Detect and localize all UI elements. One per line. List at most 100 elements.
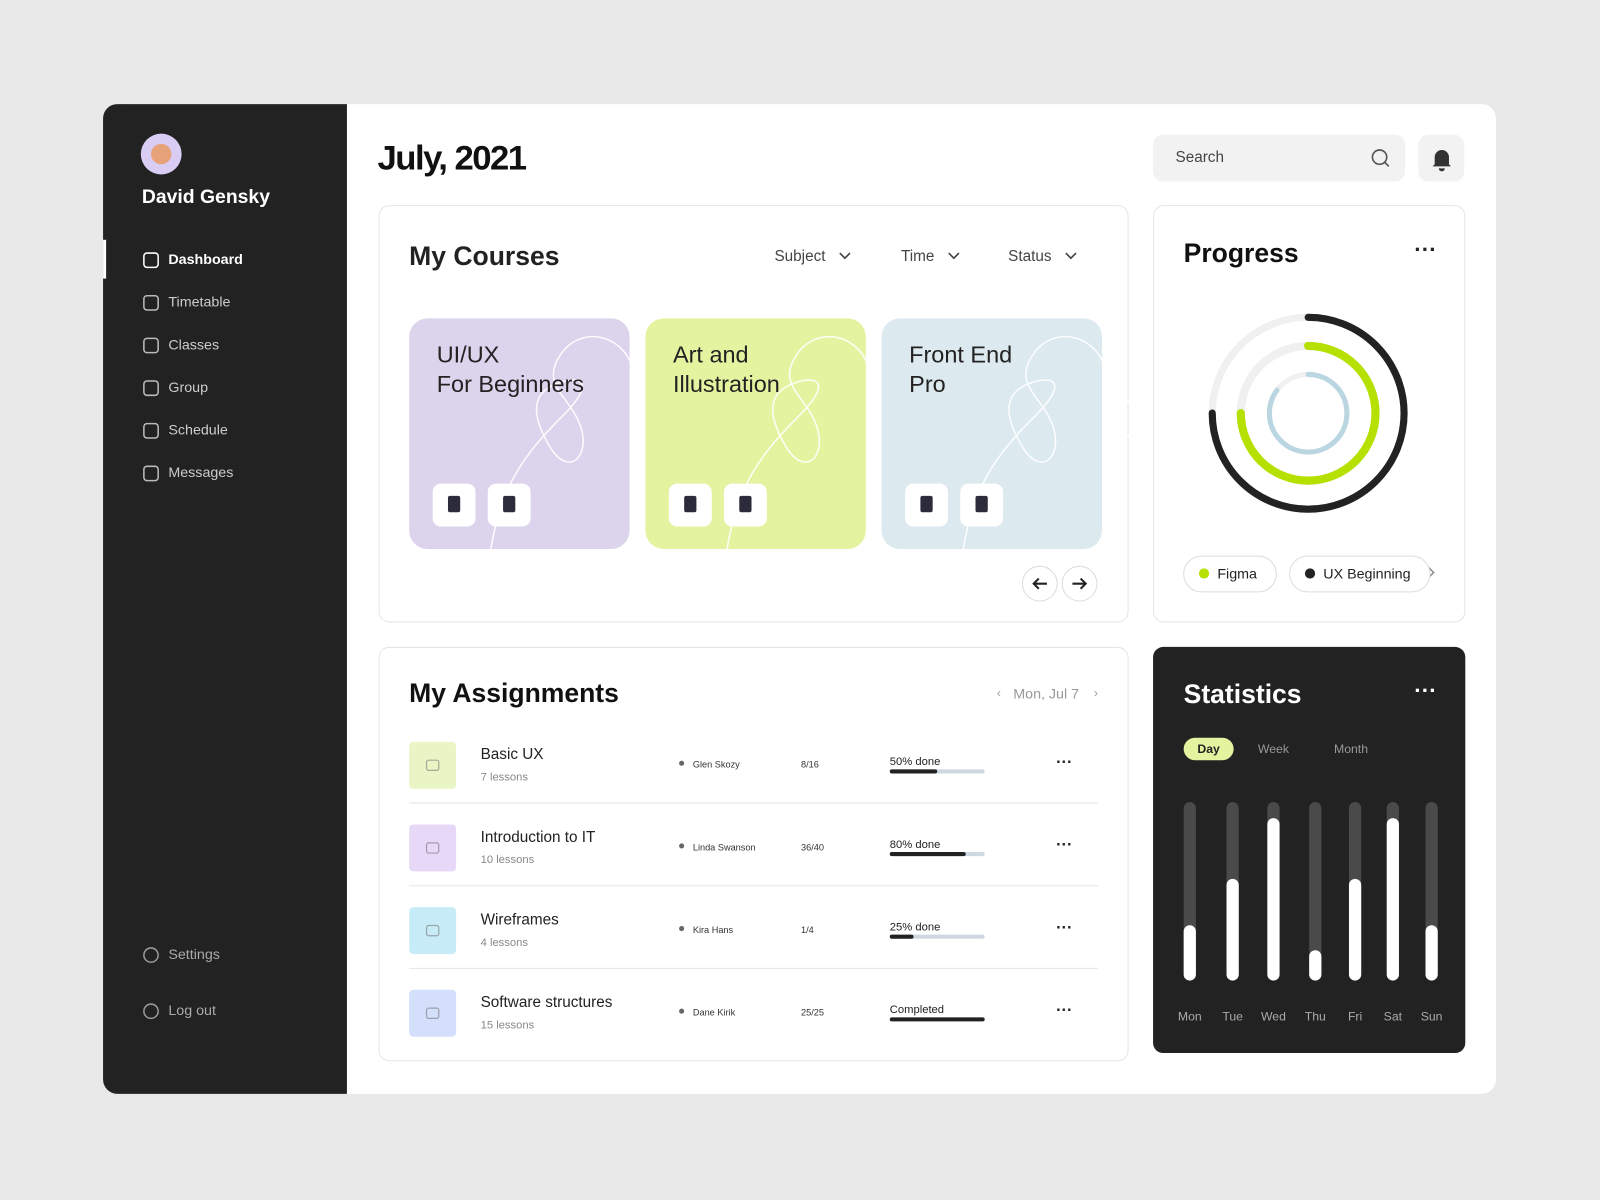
x-tick-label: Sat bbox=[1384, 1010, 1403, 1024]
mentor-name: Dane Kirik bbox=[693, 1008, 736, 1018]
card-action-icon bbox=[920, 495, 933, 513]
user-name: David Gensky bbox=[142, 186, 270, 208]
progress-fill bbox=[889, 934, 914, 939]
progress-track bbox=[889, 934, 985, 939]
search-box[interactable] bbox=[1153, 134, 1406, 182]
card-decoration bbox=[490, 335, 665, 550]
assignment-icon bbox=[409, 741, 457, 789]
stats-tab[interactable]: Week bbox=[1258, 742, 1290, 756]
bar-track bbox=[1309, 802, 1322, 981]
date-next[interactable]: › bbox=[1094, 686, 1098, 700]
nav-icon bbox=[143, 294, 159, 311]
nav-icon bbox=[143, 380, 159, 397]
mentor-name: Kira Hans bbox=[693, 925, 734, 935]
assignment-icon bbox=[409, 989, 457, 1037]
card-action-icon bbox=[447, 495, 461, 513]
mentor-icon bbox=[679, 926, 685, 932]
x-tick-label: Tue bbox=[1222, 1010, 1243, 1024]
filter-dropdown[interactable]: Subject bbox=[774, 248, 826, 265]
date-prev[interactable]: ‹ bbox=[997, 686, 1001, 700]
row-menu[interactable]: ··· bbox=[1056, 836, 1072, 854]
course-title: Pro bbox=[909, 371, 945, 397]
panel-title: My Assignments bbox=[409, 678, 619, 708]
card-decoration bbox=[962, 335, 1138, 550]
chevron-icon bbox=[1065, 252, 1077, 260]
nav-icon bbox=[143, 337, 159, 354]
filter-dropdown[interactable]: Time bbox=[901, 248, 934, 265]
course-title: Art and bbox=[673, 341, 749, 367]
panel-title: Progress bbox=[1184, 238, 1299, 268]
tab-active[interactable] bbox=[1183, 737, 1234, 761]
nav-item[interactable]: Group bbox=[168, 380, 208, 396]
more-menu[interactable]: ··· bbox=[1414, 678, 1436, 703]
legend-swatch bbox=[1304, 568, 1316, 579]
nav-icon bbox=[143, 422, 159, 439]
page-title: July, 2021 bbox=[378, 139, 527, 177]
progress-fill bbox=[889, 1017, 985, 1022]
row-menu[interactable]: ··· bbox=[1056, 1002, 1072, 1020]
x-tick-label: Sun bbox=[1421, 1010, 1443, 1024]
progress-ring bbox=[1236, 341, 1380, 485]
row-menu[interactable]: ··· bbox=[1056, 919, 1072, 937]
bell-icon bbox=[1432, 149, 1452, 172]
nav-item[interactable]: Log out bbox=[168, 1003, 216, 1019]
more-menu[interactable]: ··· bbox=[1414, 237, 1436, 262]
course-title: Front End bbox=[909, 341, 1012, 367]
nav-icon bbox=[143, 947, 159, 964]
bar bbox=[1386, 818, 1399, 981]
avatar-face bbox=[151, 143, 172, 165]
filter-dropdown[interactable]: Status bbox=[1008, 248, 1052, 265]
assignment-icon bbox=[409, 907, 457, 955]
card-action-icon bbox=[975, 495, 988, 513]
nav-item[interactable]: Dashboard bbox=[168, 252, 243, 268]
x-tick-label: Fri bbox=[1348, 1010, 1362, 1024]
course-title: Illustration bbox=[673, 371, 780, 397]
date-label: Mon, Jul 7 bbox=[1013, 687, 1079, 703]
stats-tab[interactable]: Month bbox=[1334, 742, 1368, 756]
course-title: For Beginners bbox=[437, 371, 584, 397]
nav-item[interactable]: Timetable bbox=[168, 295, 230, 311]
assignment-lessons: 15 lessons bbox=[481, 1019, 535, 1031]
lesson-count: 36/40 bbox=[801, 842, 824, 852]
assignment-icon bbox=[409, 824, 457, 872]
progress-ring bbox=[1208, 313, 1408, 513]
chevron-icon bbox=[948, 252, 960, 260]
nav-item[interactable]: Messages bbox=[168, 465, 233, 481]
x-tick-label: Mon bbox=[1178, 1010, 1202, 1024]
mentor-icon bbox=[679, 1008, 685, 1014]
nav-icon bbox=[143, 1003, 159, 1020]
card-action-icon bbox=[684, 495, 697, 513]
bar bbox=[1309, 950, 1322, 981]
legend-pill[interactable] bbox=[1183, 555, 1277, 593]
assignments-panel bbox=[378, 646, 1129, 1062]
nav-icon bbox=[143, 252, 159, 269]
nav-item[interactable]: Schedule bbox=[168, 423, 228, 439]
bar bbox=[1267, 818, 1280, 981]
assignment-title: Introduction to IT bbox=[481, 829, 596, 846]
search-placeholder: Search bbox=[1176, 149, 1224, 166]
legend-label: Figma bbox=[1217, 566, 1257, 582]
nav-item[interactable]: Classes bbox=[168, 337, 219, 353]
nav-item[interactable]: Settings bbox=[168, 947, 220, 963]
card-action-icon bbox=[503, 495, 516, 513]
assignment-glyph bbox=[425, 924, 440, 937]
nav-icon bbox=[143, 465, 159, 482]
arrow-icon bbox=[1072, 577, 1088, 590]
assignment-title: Wireframes bbox=[481, 911, 560, 928]
lesson-count: 1/4 bbox=[801, 925, 814, 935]
mentor-name: Glen Skozy bbox=[693, 760, 740, 770]
row-menu[interactable]: ··· bbox=[1056, 754, 1072, 772]
stats-tab[interactable]: Day bbox=[1197, 742, 1220, 756]
sidebar bbox=[103, 104, 347, 1094]
panel-title: Statistics bbox=[1184, 679, 1302, 709]
progress-label: 80% done bbox=[890, 839, 941, 851]
bar bbox=[1425, 925, 1438, 981]
legend-pill[interactable] bbox=[1289, 555, 1431, 593]
progress-panel bbox=[1153, 205, 1466, 623]
mentor-icon bbox=[679, 843, 685, 849]
legend-label: UX Beginning bbox=[1323, 566, 1410, 582]
progress-label: 50% done bbox=[890, 756, 941, 768]
